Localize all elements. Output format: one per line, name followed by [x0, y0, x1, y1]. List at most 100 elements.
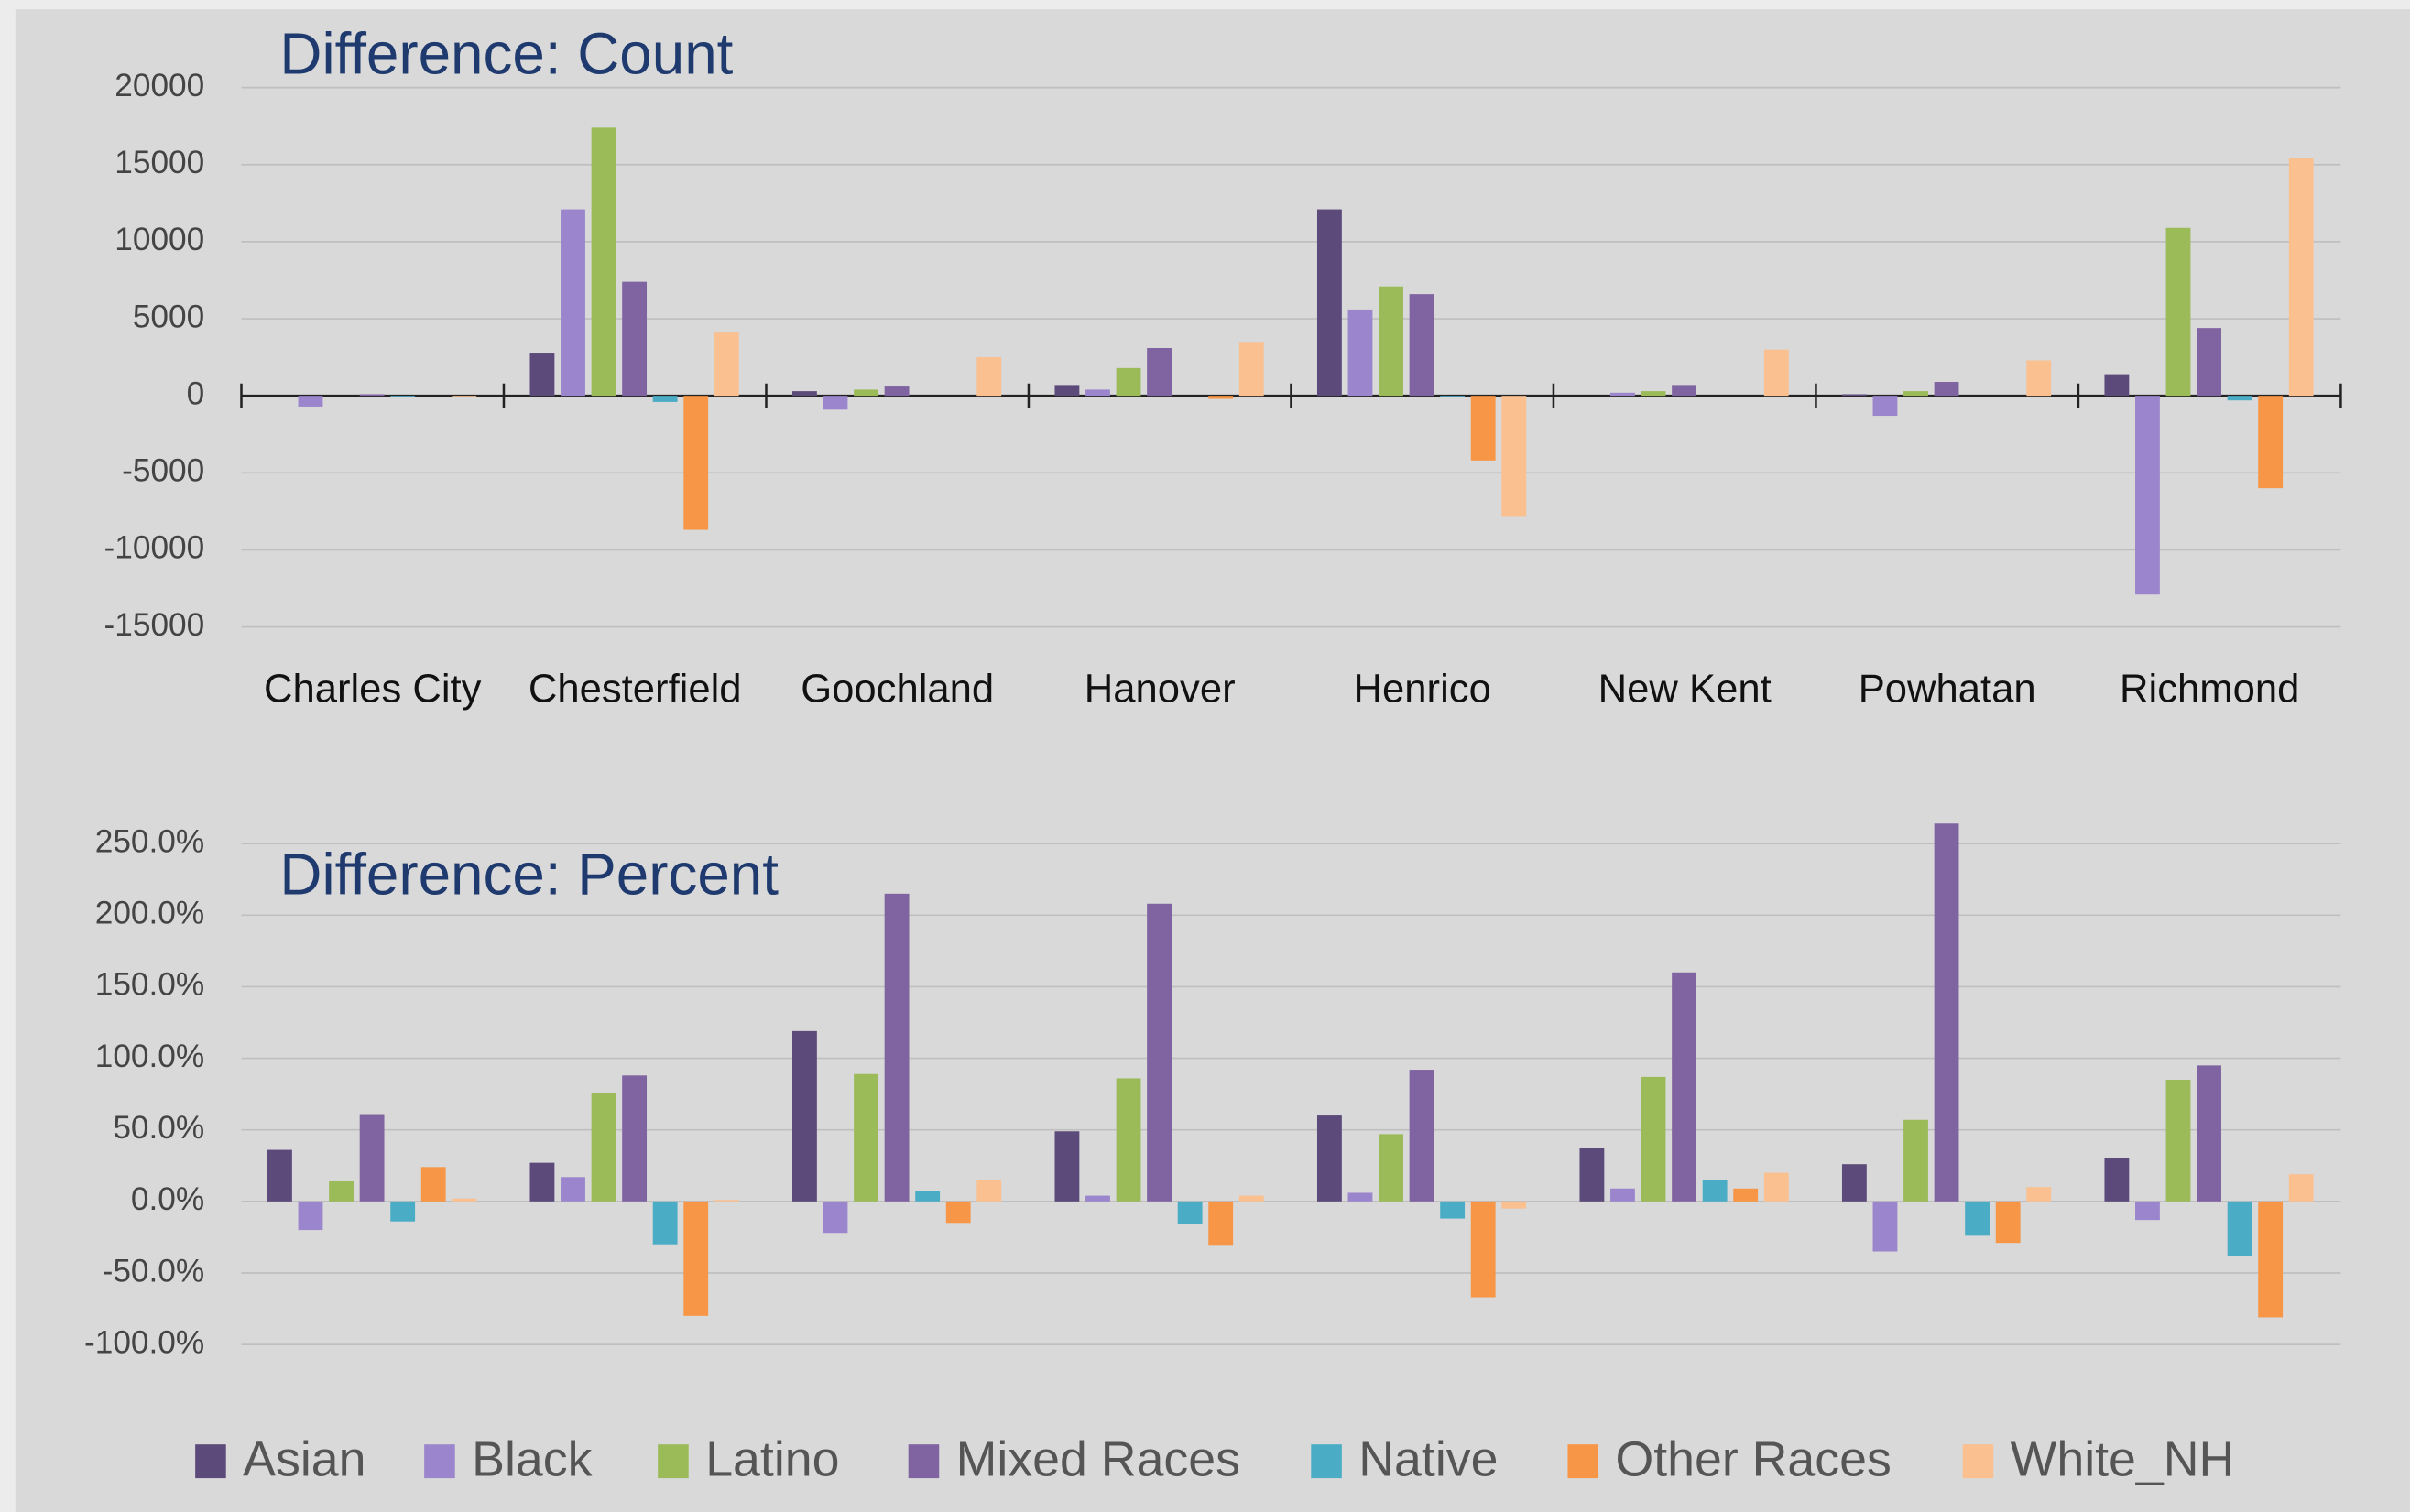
- y-tick-label: 5000: [133, 299, 204, 334]
- bar: [1116, 367, 1141, 397]
- bar: [1440, 1201, 1466, 1219]
- legend-swatch: [908, 1444, 940, 1479]
- bar: [1085, 389, 1110, 397]
- bar: [1733, 1188, 1759, 1202]
- bar: [884, 893, 910, 1202]
- bar: [359, 1114, 385, 1202]
- bar: [2104, 1158, 2130, 1202]
- bar: [529, 1162, 555, 1202]
- bar: [1501, 1201, 1527, 1209]
- legend-label: Mixed Races: [956, 1431, 1240, 1486]
- legend-swatch: [424, 1444, 455, 1479]
- bar: [652, 396, 678, 402]
- bar: [976, 1180, 1002, 1202]
- bar: [2197, 1065, 2221, 1202]
- bar: [1316, 209, 1342, 397]
- bar: [1470, 396, 1496, 461]
- y-tick-label: 0.0%: [131, 1181, 204, 1217]
- x-tick-label: Powhatan: [1859, 668, 2036, 712]
- bar: [1610, 1188, 1635, 1202]
- bar: [1934, 382, 1959, 397]
- bar: [1177, 1201, 1203, 1224]
- background: [15, 9, 2410, 1512]
- bar: [1147, 348, 1172, 397]
- legend-label: Asian: [243, 1431, 365, 1486]
- y-tick-label: 50.0%: [113, 1110, 204, 1146]
- x-tick-label: Henrico: [1354, 668, 1491, 712]
- bar: [1702, 1180, 1728, 1202]
- bar: [1872, 396, 1898, 417]
- bar: [1641, 1076, 1666, 1202]
- legend-swatch: [1962, 1444, 1994, 1479]
- legend-swatch: [658, 1444, 689, 1479]
- bar: [1672, 385, 1696, 397]
- bar: [1347, 1192, 1373, 1202]
- bar: [1841, 394, 1867, 397]
- legend-label: Other Races: [1615, 1431, 1891, 1486]
- bar: [791, 391, 817, 397]
- y-tick-label: 150.0%: [95, 967, 204, 1003]
- x-tick-label: Charles City: [264, 668, 482, 712]
- y-tick-label: -5000: [122, 453, 204, 489]
- bar: [561, 209, 585, 397]
- bar: [2227, 396, 2252, 401]
- bar: [420, 1167, 446, 1202]
- bar: [2288, 1174, 2314, 1202]
- bar: [2227, 1201, 2252, 1256]
- bar: [1238, 342, 1264, 397]
- y-tick-label: -15000: [104, 607, 205, 643]
- bar: [359, 394, 385, 397]
- chart-title: Difference: Count: [279, 21, 733, 87]
- bar: [1409, 294, 1434, 397]
- legend-label: White_NH: [2011, 1431, 2235, 1486]
- bar: [298, 396, 323, 407]
- bar: [1672, 972, 1696, 1202]
- bar: [529, 353, 555, 397]
- bar: [1208, 396, 1234, 399]
- bar: [1872, 1201, 1898, 1252]
- bar: [1440, 396, 1466, 397]
- bar: [791, 1030, 817, 1202]
- bar: [622, 281, 648, 397]
- bar: [1116, 1078, 1141, 1202]
- x-tick-label: New Kent: [1598, 668, 1772, 712]
- bar: [714, 332, 739, 397]
- bar: [714, 1200, 739, 1202]
- bar: [1965, 1201, 1990, 1236]
- bar: [1501, 396, 1527, 517]
- bar: [267, 1149, 292, 1202]
- y-tick-label: 200.0%: [95, 896, 204, 931]
- bar: [591, 127, 616, 397]
- x-tick-label: Chesterfield: [529, 668, 742, 712]
- bar: [591, 1093, 616, 1202]
- legend-label: Black: [472, 1431, 592, 1486]
- bar: [2258, 396, 2284, 489]
- bar: [298, 1201, 323, 1231]
- bar: [652, 1201, 678, 1245]
- bar: [561, 1177, 585, 1202]
- bar: [1610, 392, 1635, 397]
- y-tick-label: 20000: [115, 68, 204, 103]
- bar: [683, 1201, 709, 1316]
- bar: [452, 1198, 477, 1202]
- bar: [2026, 360, 2052, 397]
- bar: [1379, 286, 1403, 397]
- bar: [1763, 1172, 1789, 1202]
- bar: [2135, 396, 2160, 595]
- legend-label: Latino: [705, 1431, 839, 1486]
- bar: [945, 1201, 971, 1224]
- bar: [329, 1180, 354, 1202]
- bar: [1409, 1070, 1434, 1202]
- legend-swatch: [195, 1444, 226, 1479]
- bar: [1579, 1148, 1605, 1202]
- bar: [2165, 227, 2191, 397]
- bar: [1347, 309, 1373, 397]
- bar: [823, 396, 848, 410]
- y-tick-label: 0: [187, 375, 205, 411]
- bar: [1470, 1201, 1496, 1298]
- bar: [1903, 391, 1928, 397]
- bar: [854, 389, 878, 397]
- bar: [1238, 1195, 1264, 1202]
